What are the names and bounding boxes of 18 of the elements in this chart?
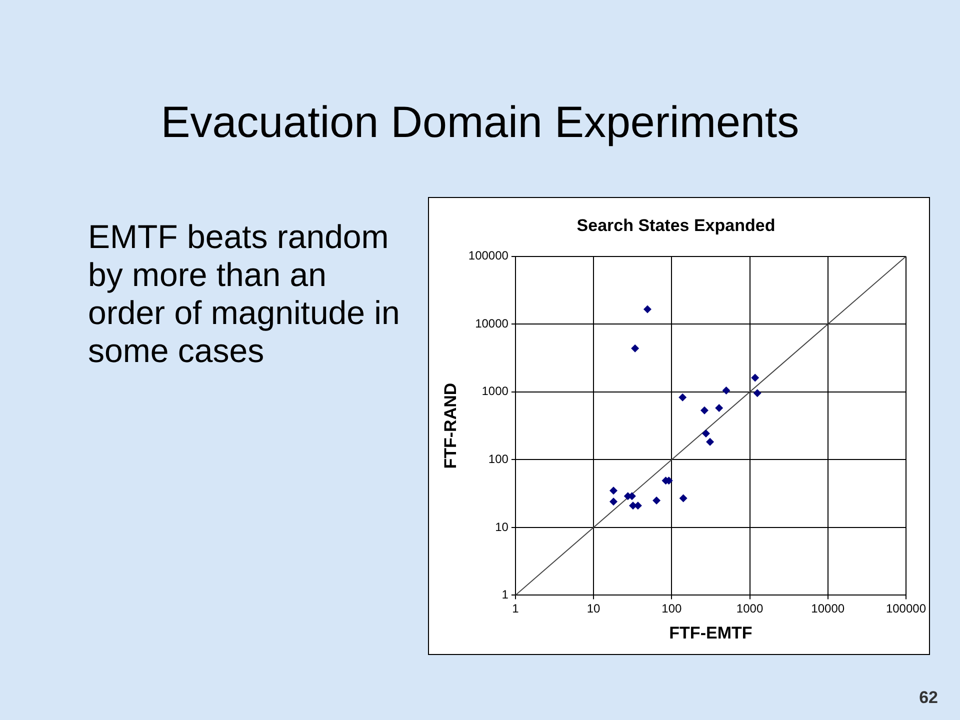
x-tick-label: 1 — [512, 602, 520, 616]
chart-title: Search States Expanded — [576, 216, 776, 235]
x-tick-label: 100 — [662, 602, 682, 616]
y-tick-label: 10000 — [475, 316, 509, 330]
y-tick-label: 10 — [495, 520, 509, 534]
text: EMTF beats random by more than an order of magnitude in some cases — [88, 218, 401, 370]
x-tick-label: 100000 — [886, 602, 926, 616]
x-tick-label: 10000 — [811, 602, 845, 616]
y-tick-label: 100000 — [468, 248, 509, 263]
y-tick-label: 100 — [488, 452, 509, 466]
y-axis-title: FTF-RAND — [440, 382, 460, 469]
y-tick-label: 1 — [502, 588, 509, 602]
text: Evacuation Domain Experiments — [160, 98, 800, 148]
x-tick-label: 1000 — [736, 602, 764, 616]
x-tick-label: 10 — [586, 602, 601, 616]
y-tick-label: 1000 — [482, 384, 509, 398]
x-axis-title: FTF-EMTF — [669, 623, 752, 642]
text: 62 — [919, 688, 938, 708]
